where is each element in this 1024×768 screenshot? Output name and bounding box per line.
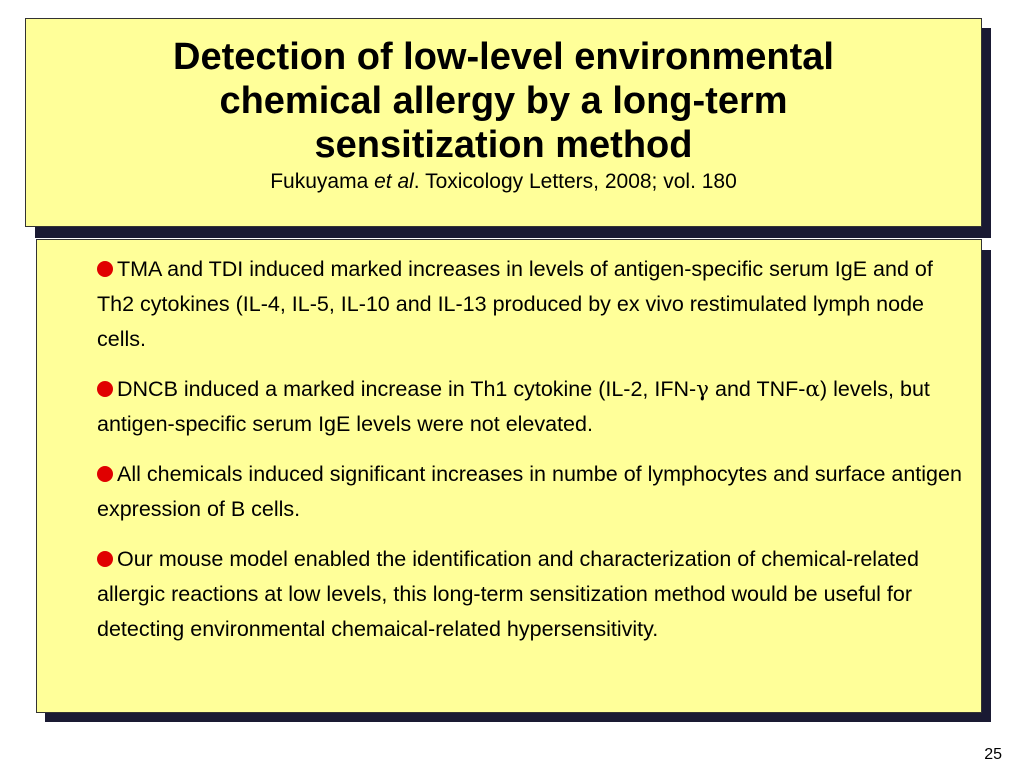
gamma-symbol: γ (696, 377, 710, 402)
page-number: 25 (984, 746, 1002, 763)
alpha-symbol: α (805, 377, 820, 402)
slide-title: Detection of low-level environmental che… (26, 35, 981, 167)
bullet-text: Our mouse model enabled the identificati… (97, 547, 919, 641)
bullet-item: Our mouse model enabled the identificati… (97, 542, 972, 647)
bullet-item: DNCB induced a marked increase in Th1 cy… (97, 372, 972, 442)
bullet-dot-icon (97, 466, 113, 482)
citation-etal: et al (374, 170, 414, 193)
bullet-dot-icon (97, 381, 113, 397)
title-line: Detection of low-level environmental (173, 36, 834, 78)
bullet-dot-icon (97, 261, 113, 277)
body-box: TMA and TDI induced marked increases in … (36, 239, 982, 713)
citation-author: Fukuyama (270, 170, 375, 193)
bullet-text: All chemicals induced significant increa… (97, 462, 962, 521)
bullet-text: and TNF- (709, 377, 806, 401)
title-line: chemical allergy by a long-term (219, 80, 788, 122)
bullet-text: DNCB induced a marked increase in Th1 cy… (117, 377, 697, 401)
bullet-text: TMA and TDI induced marked increases in … (97, 257, 933, 351)
bullet-item: TMA and TDI induced marked increases in … (97, 252, 972, 357)
citation-journal: . Toxicology Letters, 2008; vol. 180 (413, 170, 737, 193)
bullet-item: All chemicals induced significant increa… (97, 457, 972, 527)
bullet-dot-icon (97, 551, 113, 567)
bullet-text: ) levels, but antigen-specific serum IgE… (97, 377, 930, 436)
citation: Fukuyama et al. Toxicology Letters, 2008… (26, 170, 981, 194)
bullet-list: TMA and TDI induced marked increases in … (97, 252, 972, 662)
title-line: sensitization method (314, 124, 693, 166)
title-box: Detection of low-level environmental che… (25, 18, 982, 227)
